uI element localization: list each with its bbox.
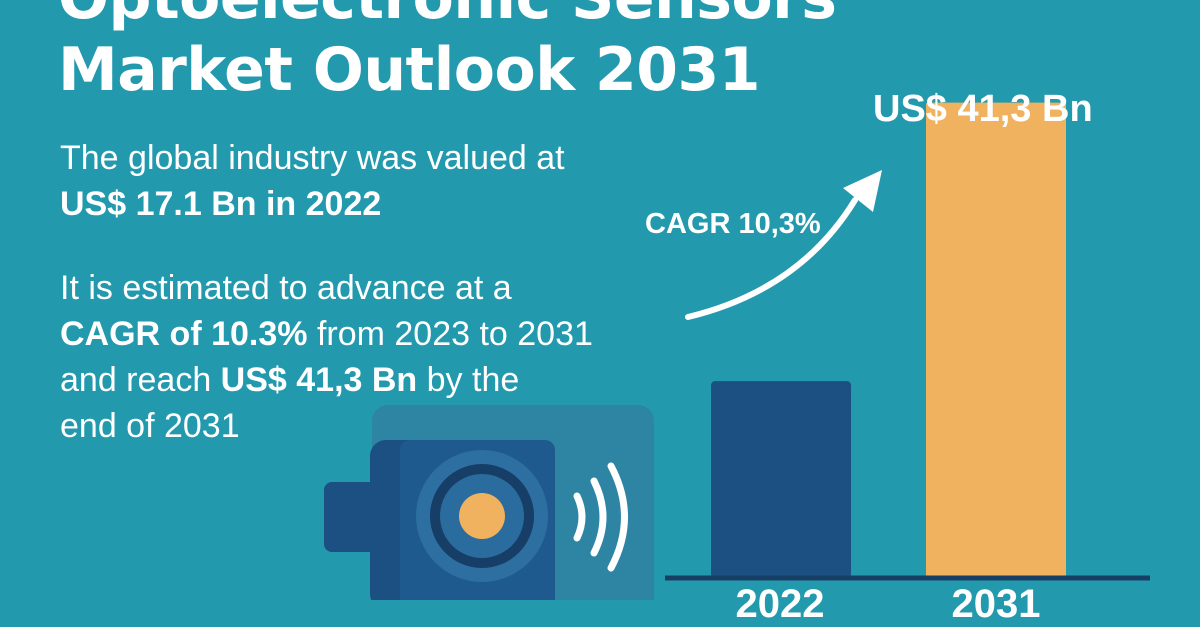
forecast-by: by the <box>417 361 520 399</box>
bar-value-label-2031: US$ 41,3 Bn <box>873 88 1093 130</box>
page-title: Optoelectronic Sensors Market Outlook 20… <box>58 0 837 106</box>
valuation-intro: The global industry was valued at <box>60 139 565 177</box>
forecast-period: from 2023 to 2031 <box>307 315 593 353</box>
camera-sensor-icon <box>324 405 654 600</box>
bar-2031 <box>926 102 1066 578</box>
cagr-label: CAGR 10,3% <box>645 208 821 240</box>
bar-2022 <box>711 381 851 578</box>
growth-arrow-icon <box>685 170 882 320</box>
forecast-text: It is estimated to advance at a CAGR of … <box>60 265 660 449</box>
valuation-amount: US$ 17.1 Bn in 2022 <box>60 185 382 223</box>
signal-waves-icon <box>573 462 628 572</box>
title-line-2: Market Outlook 2031 <box>58 35 761 105</box>
title-line-1: Optoelectronic Sensors <box>58 0 837 34</box>
forecast-target: US$ 41,3 Bn <box>220 361 418 399</box>
forecast-line-1: It is estimated to advance at a <box>60 269 512 307</box>
valuation-text: The global industry was valued at US$ 17… <box>60 135 565 227</box>
forecast-reach: and reach <box>60 361 221 399</box>
market-chart <box>324 102 1150 600</box>
x-tick-2022: 2022 <box>735 582 825 626</box>
forecast-line-4: end of 2031 <box>60 407 240 445</box>
x-tick-2031: 2031 <box>951 582 1041 626</box>
forecast-cagr: CAGR of 10.3% <box>60 315 308 353</box>
